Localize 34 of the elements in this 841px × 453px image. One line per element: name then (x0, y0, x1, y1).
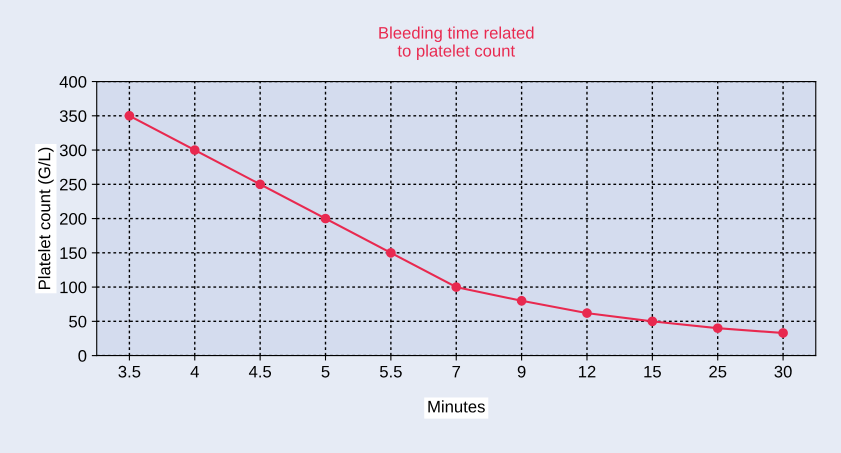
y-tick-label: 350 (60, 110, 86, 122)
x-axis-title: Minutes (428, 400, 485, 413)
chart-title: Bleeding time related to platelet count (379, 26, 534, 60)
point (712, 323, 723, 334)
y-tick-label: 400 (60, 76, 86, 88)
x-tick-label: 7 (452, 366, 460, 378)
point (516, 296, 526, 306)
point (582, 308, 592, 318)
point (320, 214, 330, 224)
point (451, 282, 462, 292)
point (647, 316, 658, 326)
y-tick-label: 300 (60, 144, 86, 156)
x-tick-label: 9 (518, 366, 526, 378)
x-tick-label: 12 (578, 366, 596, 378)
x-tick-label: 15 (644, 366, 661, 378)
point (190, 145, 200, 155)
y-tick-label: 150 (60, 247, 86, 260)
point (386, 248, 396, 258)
y-tick-label: 100 (60, 281, 86, 294)
y-tick-label: 250 (60, 178, 86, 191)
point (124, 110, 134, 121)
x-tick-label: 30 (774, 366, 792, 378)
point (255, 179, 265, 190)
y-tick-label: 0 (78, 350, 86, 362)
x-tick-label: 4 (190, 366, 199, 378)
y-axis-title: Platelet count (G/L) (38, 148, 54, 289)
y-tick-label: 200 (60, 212, 86, 225)
point (778, 328, 788, 338)
y-tick-label: 50 (69, 316, 86, 328)
x-tick-label: 25 (709, 366, 726, 378)
x-tick-label: 4.5 (248, 366, 272, 378)
x-tick-label: 3.5 (118, 366, 140, 378)
x-tick-label: 5 (322, 366, 330, 378)
x-tick-label: 5.5 (380, 366, 402, 378)
